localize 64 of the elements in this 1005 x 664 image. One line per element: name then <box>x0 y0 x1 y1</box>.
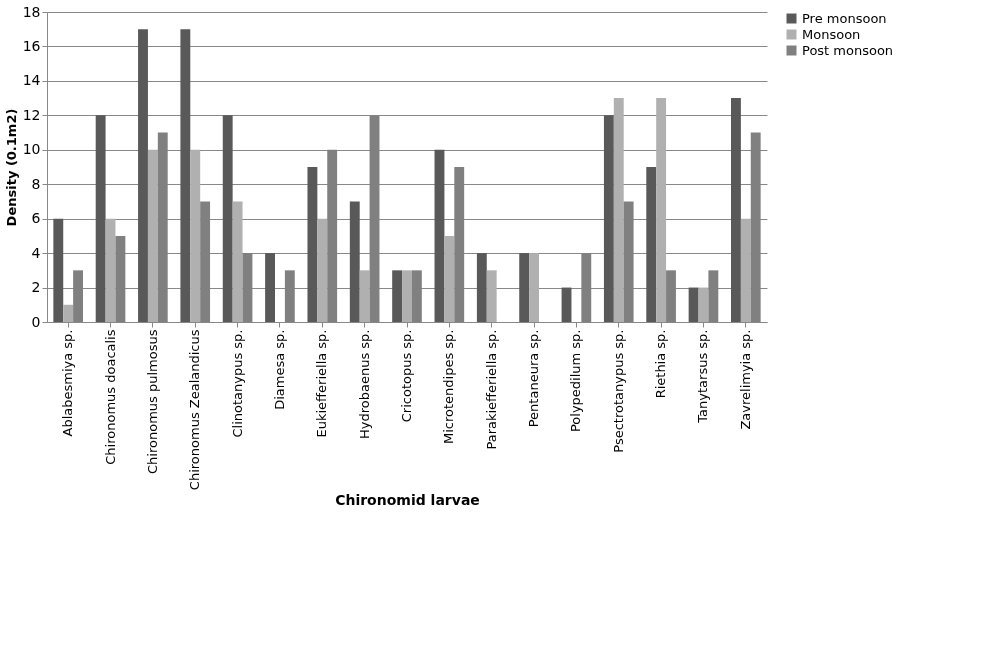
y-tick-label: 16 <box>22 37 41 54</box>
x-tick-label: Psectrotanypus sp. <box>610 329 626 453</box>
bar <box>434 149 445 322</box>
bar <box>444 235 455 322</box>
y-tick-label: 8 <box>31 175 41 192</box>
bar <box>613 98 624 322</box>
x-tick-label: Tanytarsus sp. <box>695 329 711 424</box>
x-tick-label: Eukiefferiella sp. <box>314 329 330 438</box>
x-tick-label: Ablabesmiya sp. <box>60 329 76 437</box>
x-axis-title: Chironomid larvae <box>335 492 480 509</box>
x-tick-label: Polypedilum sp. <box>568 329 584 433</box>
y-tick-label: 6 <box>31 210 41 227</box>
bar <box>147 149 158 322</box>
bar <box>95 115 106 322</box>
bar <box>731 98 741 322</box>
x-tick-label: Parakiefferiella sp. <box>483 329 499 450</box>
bar <box>359 270 370 322</box>
y-tick-label: 2 <box>31 279 41 296</box>
bar <box>529 253 539 322</box>
y-tick-label: 10 <box>22 141 41 158</box>
y-tick-label: 4 <box>31 244 41 261</box>
y-tick-label: 18 <box>22 3 41 20</box>
y-tick-label: 0 <box>31 313 41 330</box>
bar <box>688 287 699 322</box>
bar <box>603 115 614 322</box>
bar <box>646 167 657 322</box>
y-tick-label: 12 <box>22 106 41 123</box>
bar <box>63 304 74 322</box>
legend-label: Post monsoon <box>802 42 894 58</box>
legend-label: Pre monsoon <box>802 10 887 26</box>
x-tick-label: Chironomus Zealandicus <box>187 329 203 491</box>
bar <box>232 201 243 322</box>
bar <box>349 201 360 322</box>
legend-label: Monsoon <box>802 26 861 42</box>
bar <box>486 270 497 322</box>
x-tick-label: Microtendipes sp. <box>441 329 457 444</box>
bar <box>519 253 530 322</box>
bar <box>740 218 751 322</box>
bar <box>656 98 667 322</box>
bar <box>402 270 412 322</box>
bar <box>222 115 233 322</box>
bar <box>138 29 148 322</box>
bar <box>561 287 572 322</box>
bar <box>698 287 709 322</box>
x-tick-label: Diamesa sp. <box>271 329 287 410</box>
x-tick-label: Clinotanypus sp. <box>229 329 245 438</box>
bar <box>180 29 191 322</box>
x-tick-label: Hydrobaenus sp. <box>356 329 372 439</box>
bar <box>53 218 64 322</box>
bar <box>317 218 328 322</box>
x-tick-label: Zavrelimyia sp. <box>737 329 753 430</box>
x-tick-label: Pentaneura sp. <box>526 329 542 428</box>
bar <box>307 167 318 322</box>
y-axis-title: Density (0.1m2) <box>3 108 19 227</box>
bar <box>105 218 116 322</box>
y-tick-label: 14 <box>22 72 41 89</box>
bar <box>476 253 487 322</box>
x-tick-label: Chironomus pulmosus <box>144 329 160 474</box>
bar <box>190 149 201 322</box>
x-tick-label: Riethia sp. <box>653 329 669 399</box>
x-tick-label: Chironomus doacalis <box>102 329 118 465</box>
x-tick-label: Cricotopus sp. <box>399 329 414 423</box>
bar <box>392 270 403 322</box>
bar <box>265 253 275 322</box>
